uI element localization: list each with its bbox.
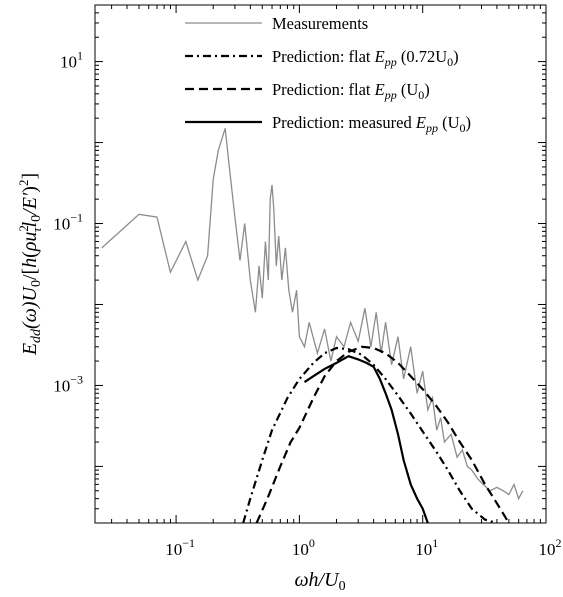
y-tick-label: 10−1 — [53, 211, 83, 234]
x-axis-label: ωh/U0 — [294, 569, 345, 594]
x-tick-label: 100 — [292, 536, 315, 559]
x-tick-label: 102 — [539, 536, 562, 559]
x-tick-label: 101 — [415, 536, 438, 559]
y-tick-label: 101 — [60, 49, 83, 72]
x-tick-label: 10−1 — [165, 536, 195, 559]
legend-label: Measurements — [272, 14, 368, 33]
y-tick-label: 10−3 — [53, 372, 83, 395]
series-line — [303, 355, 429, 523]
series-line — [255, 345, 510, 523]
series-layer — [101, 128, 524, 523]
plot-frame — [94, 4, 547, 524]
legend-label: Prediction: flat Epp (0.72U0) — [272, 47, 459, 69]
series-line — [101, 128, 524, 501]
legend-label: Prediction: flat Epp (U0) — [272, 80, 430, 102]
series-line — [242, 346, 498, 523]
y-axis-label: Edd(ω)U0/[h(ρu2τl0/E′)2] — [16, 173, 44, 356]
legend: Measurements Prediction: flat Epp (0.72U0… — [185, 14, 471, 135]
legend-label: Prediction: measured Epp (U0) — [272, 113, 471, 135]
axis-ticks: 10−1 100 101 102 10−3 10−1 101 — [53, 4, 562, 559]
